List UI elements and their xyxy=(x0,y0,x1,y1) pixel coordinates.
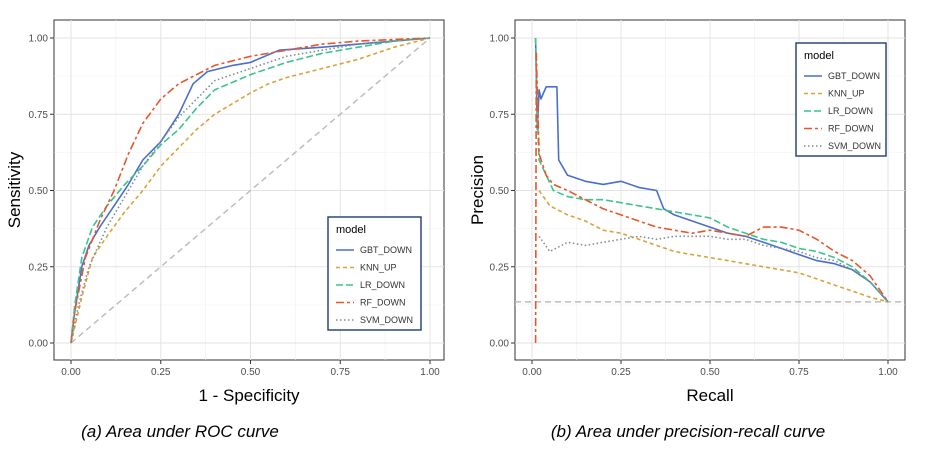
x-tick-label: 0.25 xyxy=(151,367,171,378)
y-tick-label: 0.50 xyxy=(29,186,49,197)
series-line-knn-up xyxy=(70,37,431,344)
legend-label: RF_DOWN xyxy=(828,124,874,134)
y-tick-label: 1.00 xyxy=(29,34,49,45)
y-tick-label: 0.75 xyxy=(29,110,49,121)
y-axis-title: Precision xyxy=(468,155,487,225)
diagonal-reference-line xyxy=(70,37,431,344)
legend-box xyxy=(327,216,422,331)
y-tick-label: 0.25 xyxy=(29,262,49,273)
legend-label: GBT_DOWN xyxy=(360,245,412,255)
y-axis-title: Sensitivity xyxy=(5,151,24,228)
y-tick-label: 0.00 xyxy=(29,339,49,350)
legend-label: KNN_UP xyxy=(828,89,865,99)
series-line-rf-down xyxy=(534,52,889,344)
x-tick-label: 0.75 xyxy=(331,367,351,378)
series-line-lr-down xyxy=(534,37,889,303)
series-line-svm-down xyxy=(70,37,431,344)
y-tick-label: 0.50 xyxy=(490,186,510,197)
legend-label: SVM_DOWN xyxy=(828,141,881,151)
y-tick-label: 0.25 xyxy=(490,262,510,273)
legend-label: SVM_DOWN xyxy=(360,315,413,325)
legend-box xyxy=(795,42,887,157)
series-line-gbt-down xyxy=(534,37,889,303)
y-tick-label: 1.00 xyxy=(490,34,510,45)
x-tick-label: 0.50 xyxy=(700,367,720,378)
legend-label: LR_DOWN xyxy=(828,106,873,116)
series-line-knn-up xyxy=(538,190,889,303)
x-tick-label: 0.50 xyxy=(241,367,261,378)
legend: model GBT_DOWN KNN_UP LR_DOWN RF_DOWN SVM_DOW… xyxy=(795,42,887,157)
x-axis-title: 1 - Specificity xyxy=(198,386,300,405)
y-tick-label: 0.75 xyxy=(490,110,510,121)
figure-caption: (b) Area under precision-recall curve xyxy=(551,422,825,441)
series-line-svm-down xyxy=(538,235,889,303)
series-line-gbt-down xyxy=(70,37,431,344)
series-line-rf-down xyxy=(70,37,431,344)
chart-pr: 0.00 0.25 0.50 0.75 1.00 0.00 0.25 0.50 0.75 1.00… xyxy=(468,19,906,441)
chart-roc: 0.00 0.25 0.50 0.75 1.00 0.00 0.25 0.50 0.75 1.00… xyxy=(5,19,445,441)
legend-label: LR_DOWN xyxy=(360,280,405,290)
x-tick-label: 0.00 xyxy=(61,367,81,378)
legend-label: RF_DOWN xyxy=(360,298,406,308)
legend-label: GBT_DOWN xyxy=(828,71,880,81)
x-axis-title: Recall xyxy=(686,386,733,405)
legend-label: KNN_UP xyxy=(360,263,397,273)
x-tick-label: 0.00 xyxy=(522,367,542,378)
x-tick-label: 0.25 xyxy=(611,367,631,378)
legend-title: model xyxy=(336,224,366,236)
x-tick-label: 1.00 xyxy=(420,367,440,378)
legend: model GBT_DOWN KNN_UP LR_DOWN RF_DOWN SVM_DOW… xyxy=(327,216,422,331)
y-tick-label: 0.00 xyxy=(490,339,510,350)
figure-caption: (a) Area under ROC curve xyxy=(81,422,279,441)
x-tick-label: 0.75 xyxy=(789,367,809,378)
legend-title: model xyxy=(804,50,834,62)
x-tick-label: 1.00 xyxy=(878,367,898,378)
